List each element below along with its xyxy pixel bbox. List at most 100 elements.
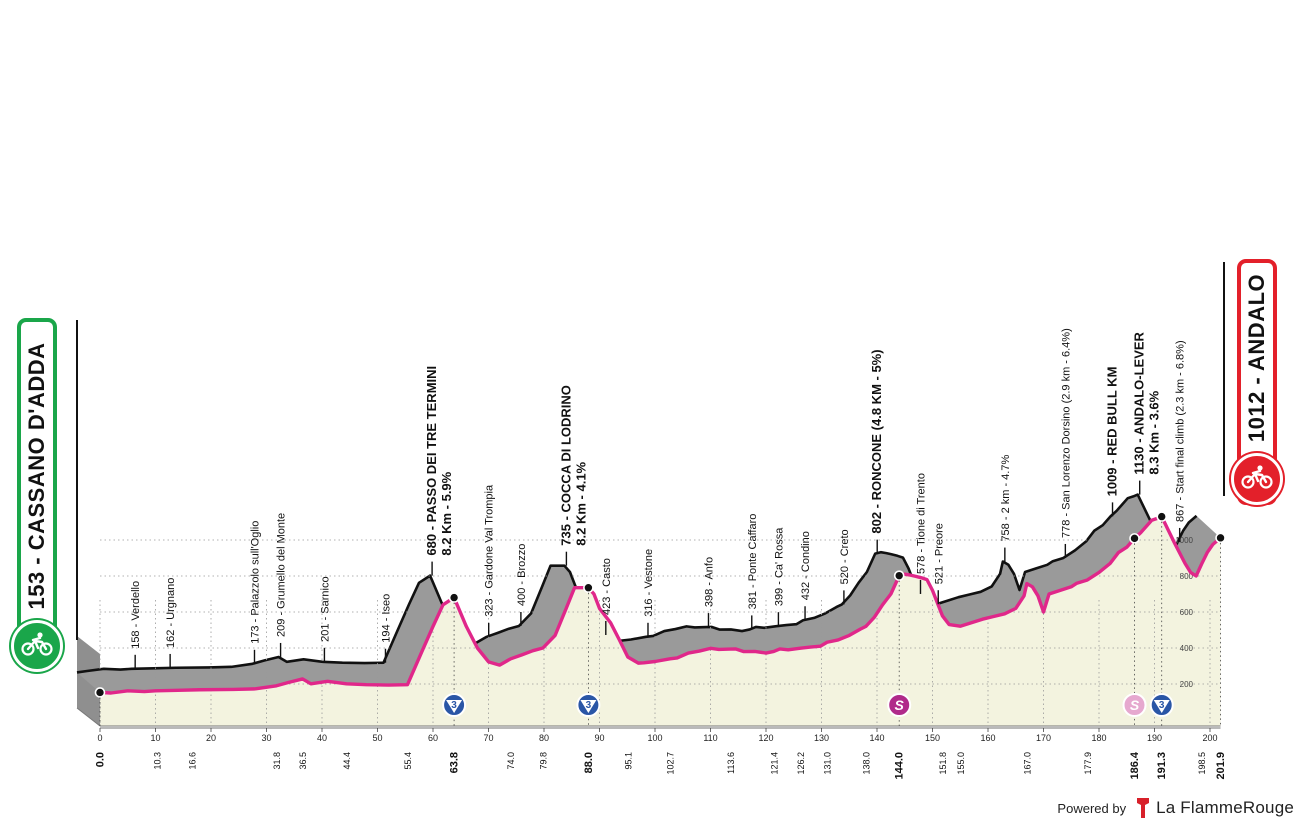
cyclist-finish-icon: [1231, 453, 1283, 505]
x-tick-label: 140: [869, 733, 884, 743]
start-label: 153 - CASSANO D'ADDA: [24, 342, 49, 610]
km-label: 177.9: [1083, 752, 1093, 775]
point-name: 316 - Vestone: [643, 549, 655, 617]
x-tick-label: 190: [1147, 733, 1162, 743]
finish-label: 1012 - ANDALO: [1244, 274, 1269, 443]
point-name: 802 - RONCONE (4.8 KM - 5%): [869, 349, 884, 533]
x-tick-label: 120: [758, 733, 773, 743]
km-label: 113.6: [726, 752, 736, 774]
point-label: 802 - RONCONE (4.8 KM - 5%): [869, 349, 884, 533]
x-tick-label: 200: [1202, 733, 1217, 743]
brand-text: La FlammeRouge: [1156, 798, 1294, 817]
point-label: 1009 - RED BULL KM: [1105, 367, 1120, 497]
x-tick-label: 0: [97, 733, 102, 743]
point-sub: 8.2 Km - 5.9%: [439, 471, 454, 555]
point-label: 399 - Ca' Rossa: [773, 527, 785, 606]
km-label: 198.5: [1197, 752, 1207, 775]
relief-face: [77, 494, 1221, 693]
category-3-triangle: [1153, 700, 1170, 713]
x-tick-label: 170: [1036, 733, 1051, 743]
point-name: 158 - Verdello: [130, 581, 142, 649]
point-label: 381 - Ponte Caffaro: [747, 514, 759, 610]
point-label: 400 - Brozzo: [516, 544, 528, 606]
red-bull-km-letter: S: [1130, 697, 1140, 713]
altitude-tick-label: 400: [1180, 644, 1194, 653]
x-tick-label: 50: [372, 733, 382, 743]
brand-name: La FlammeRouge: [1136, 797, 1294, 819]
point-label: 521 - Preore: [933, 523, 945, 584]
point-name: 432 - Condino: [800, 531, 812, 600]
km-label: 102.7: [665, 752, 675, 775]
point-name: 520 - Creto: [839, 529, 851, 584]
point-name: 867 - Start final climb (2.3 km - 6.8%): [1175, 340, 1187, 522]
point-label: 398 - Anfo: [703, 557, 715, 607]
relief-layer: [76, 493, 1221, 727]
point-name: 381 - Ponte Caffaro: [747, 514, 759, 610]
route-dot-marker: [1215, 532, 1226, 544]
km-label: 31.8: [272, 752, 282, 770]
point-name: 680 - PASSO DEI TRE TERMINI: [424, 366, 439, 556]
point-label: 158 - Verdello: [130, 581, 142, 649]
km-label: 79.8: [538, 752, 548, 770]
point-name: 400 - Brozzo: [516, 544, 528, 606]
point-name: 173 - Palazzolo sull'Oglio: [249, 521, 261, 644]
flame-rouge-logo-icon: [1137, 798, 1150, 818]
point-name: 1130 - ANDALO-LEVER: [1132, 331, 1147, 474]
x-tick-label: 80: [539, 733, 549, 743]
km-label: 74.0: [506, 752, 516, 770]
x-tick-label: 40: [317, 733, 327, 743]
point-label: 323 - Gardone Val Trompia: [484, 484, 496, 617]
route-line: [98, 514, 1223, 695]
km-label: 186.4: [1129, 751, 1141, 779]
altitude-tick-label: 200: [1180, 680, 1194, 689]
point-label: 578 - Tione di Trento: [915, 473, 927, 574]
point-label: 758 - 2 km - 4.7%: [1000, 455, 1012, 542]
point-name: 201 - Sarnico: [319, 576, 331, 641]
red-bull-km-icon: [1122, 693, 1147, 717]
point-name: 423 - Casto: [601, 558, 613, 615]
km-label: 155.0: [956, 752, 966, 775]
route-dot-marker: [94, 687, 106, 698]
point-sub: 8.2 Km - 4.1%: [573, 461, 588, 545]
powered-by-footer: Powered by La FlammeRouge: [1057, 797, 1294, 819]
km-label: 121.4: [769, 752, 779, 775]
km-label: 63.8: [449, 752, 461, 773]
km-label: 10.3: [153, 752, 163, 770]
x-tick-label: 90: [594, 733, 604, 743]
point-label: 520 - Creto: [839, 529, 851, 584]
km-label: 88.0: [583, 752, 595, 773]
point-name: 323 - Gardone Val Trompia: [484, 484, 496, 617]
km-label: 95.1: [623, 752, 633, 770]
point-sub: 8.3 Km - 3.6%: [1147, 390, 1162, 474]
x-tick-label: 130: [814, 733, 829, 743]
km-label: 131.0: [823, 752, 833, 775]
altitude-tick-label: 800: [1180, 572, 1194, 581]
km-label: 201.9: [1215, 752, 1227, 780]
point-name: 521 - Preore: [933, 523, 945, 584]
point-label: 173 - Palazzolo sull'Oglio: [249, 521, 261, 644]
profile-baseline-left: [76, 707, 101, 727]
profile-base-fill: [100, 516, 1221, 726]
category-3-triangle: [580, 700, 597, 713]
point-label: 778 - San Lorenzo Dorsino (2.9 km - 6.4%…: [1060, 328, 1072, 538]
km-label: 16.6: [188, 752, 198, 770]
altitude-tick-label: 1000: [1175, 536, 1193, 545]
point-name: 162 - Urgnano: [165, 578, 177, 648]
km-label: 151.8: [938, 752, 948, 775]
route-dot-marker: [1156, 511, 1168, 522]
point-label: 201 - Sarnico: [319, 576, 331, 641]
route-layer: [98, 514, 1223, 695]
km-label: 36.5: [298, 752, 308, 770]
route-dot-marker: [448, 592, 460, 603]
category-3-number: 3: [1159, 700, 1165, 711]
x-tick-label: 30: [261, 733, 271, 743]
finish-badge: 1012 - ANDALO: [1231, 259, 1283, 505]
route-dot-marker: [583, 582, 594, 594]
point-name: 398 - Anfo: [703, 557, 715, 607]
route-dot-marker: [893, 570, 905, 581]
markers-layer: 3 3 S S 3: [94, 511, 1226, 726]
category-3-triangle: [446, 700, 463, 713]
point-label: 423 - Casto: [601, 558, 613, 615]
